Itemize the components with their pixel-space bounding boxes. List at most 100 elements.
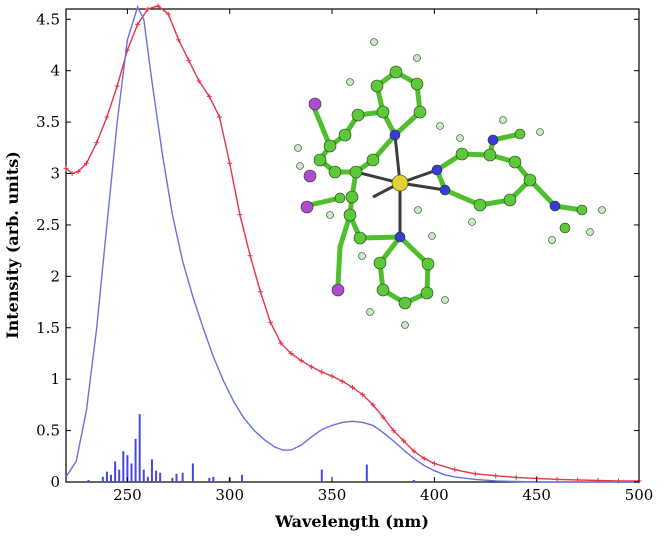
molecule-atom-14 xyxy=(323,139,337,153)
x-axis-label: Wavelength (nm) xyxy=(274,512,429,531)
molecule-atom-59 xyxy=(358,252,366,260)
molecule-atom-27 xyxy=(455,147,469,161)
y-tick-label-8: 4 xyxy=(50,62,60,80)
molecule-atom-45 xyxy=(294,144,302,152)
series-marker-0-27 xyxy=(329,373,335,379)
molecule-atom-57 xyxy=(468,218,476,226)
molecule-atom-28 xyxy=(483,148,497,162)
series-marker-0-32 xyxy=(380,414,386,420)
series-marker-0-30 xyxy=(360,392,366,398)
series-marker-0-43 xyxy=(554,476,560,482)
molecule-atom-39 xyxy=(300,200,314,214)
molecule-atom-5 xyxy=(487,134,499,146)
molecule-inset xyxy=(294,38,606,329)
molecule-atom-50 xyxy=(428,232,436,240)
molecule-atom-17 xyxy=(349,165,363,179)
y-tick-label-1: 0.5 xyxy=(36,422,60,440)
molecule-atom-8 xyxy=(370,79,384,93)
series-marker-0-3 xyxy=(83,160,89,166)
molecule-atom-48 xyxy=(401,321,409,329)
series-marker-0-23 xyxy=(288,350,294,356)
series-marker-0-24 xyxy=(298,358,304,364)
y-tick-label-2: 1 xyxy=(50,370,60,388)
series-marker-0-36 xyxy=(421,455,427,461)
molecule-atom-6 xyxy=(549,200,561,212)
molecule-atom-23 xyxy=(376,283,390,297)
series-marker-0-20 xyxy=(257,289,263,295)
series-line-1 xyxy=(65,5,639,483)
molecule-atom-43 xyxy=(436,122,444,130)
series-marker-0-14 xyxy=(196,78,202,84)
molecule-atom-11 xyxy=(413,105,427,119)
series-marker-0-15 xyxy=(206,93,212,99)
series-marker-0-2 xyxy=(75,168,81,174)
molecule-atom-18 xyxy=(366,153,380,167)
molecule-atom-16 xyxy=(328,165,342,179)
molecule-atom-35 xyxy=(559,222,571,234)
molecule-atom-58 xyxy=(414,206,422,214)
molecule-atom-2 xyxy=(394,231,406,243)
x-tick-label-0: 250 xyxy=(113,486,142,504)
molecule-atom-22 xyxy=(373,256,387,270)
molecule-atom-13 xyxy=(338,128,352,142)
x-tick-label-1: 300 xyxy=(215,486,244,504)
series-marker-0-37 xyxy=(431,460,437,466)
series-marker-0-11 xyxy=(165,11,171,17)
molecule-atom-55 xyxy=(586,228,594,236)
series-marker-0-4 xyxy=(94,140,100,146)
series-marker-0-13 xyxy=(186,57,192,63)
series-marker-0-9 xyxy=(145,6,151,12)
series-marker-0-29 xyxy=(350,384,355,390)
x-tick-label-5: 500 xyxy=(625,486,654,504)
molecule-atom-1 xyxy=(389,129,401,141)
plot-area xyxy=(65,8,640,483)
molecule-atom-52 xyxy=(499,116,507,124)
series-marker-0-5 xyxy=(104,114,110,120)
series-marker-0-22 xyxy=(278,340,284,346)
molecule-atom-26 xyxy=(421,257,435,271)
molecule-atom-15 xyxy=(313,153,327,167)
series-marker-0-19 xyxy=(247,253,253,259)
molecule-atom-54 xyxy=(598,206,606,214)
y-tick-label-7: 3.5 xyxy=(36,113,60,131)
molecule-atom-37 xyxy=(308,97,322,111)
x-tick-label-2: 350 xyxy=(318,486,347,504)
molecule-atom-29 xyxy=(508,155,522,169)
molecule-atom-3 xyxy=(431,164,443,176)
y-axis-label: Intensity (arb. units) xyxy=(3,151,22,339)
molecule-atom-24 xyxy=(398,296,412,310)
y-axis: 0 0.5 1 1.5 2 2.5 3 3.5 4 4.5 xyxy=(36,10,639,491)
molecule-atom-25 xyxy=(420,286,434,300)
series-marker-0-10 xyxy=(155,3,161,9)
molecule-atom-12 xyxy=(351,108,365,122)
molecule-atom-30 xyxy=(523,173,537,187)
x-tick-label-3: 400 xyxy=(420,486,449,504)
molecule-atom-44 xyxy=(346,78,354,86)
molecule-atom-20 xyxy=(343,208,357,222)
series-marker-0-39 xyxy=(472,471,478,477)
molecule-atom-46 xyxy=(296,162,304,170)
molecule-atom-56 xyxy=(548,236,556,244)
molecule-atom-60 xyxy=(326,211,334,219)
y-tick-label-3: 1.5 xyxy=(36,319,60,337)
molecule-atom-19 xyxy=(345,190,359,204)
series-marker-0-31 xyxy=(370,402,376,408)
series-marker-0-28 xyxy=(339,378,345,384)
molecule-atom-34 xyxy=(576,204,588,216)
molecule-atom-47 xyxy=(366,308,374,316)
series-marker-0-40 xyxy=(493,473,499,479)
y-tick-label-9: 4.5 xyxy=(36,10,60,28)
series-marker-0-18 xyxy=(237,212,243,218)
molecule-atom-33 xyxy=(514,128,526,140)
molecule-atom-41 xyxy=(370,38,378,46)
x-axis: 250 300 350 400 450 500 xyxy=(113,9,653,504)
series-marker-0-41 xyxy=(513,474,519,480)
series-marker-0-26 xyxy=(319,369,325,375)
molecule-atom-4 xyxy=(439,184,451,196)
y-tick-label-5: 2.5 xyxy=(36,216,60,234)
molecule-atom-42 xyxy=(413,54,421,62)
molecule-atom-21 xyxy=(353,231,367,245)
series-marker-0-0 xyxy=(63,165,69,171)
